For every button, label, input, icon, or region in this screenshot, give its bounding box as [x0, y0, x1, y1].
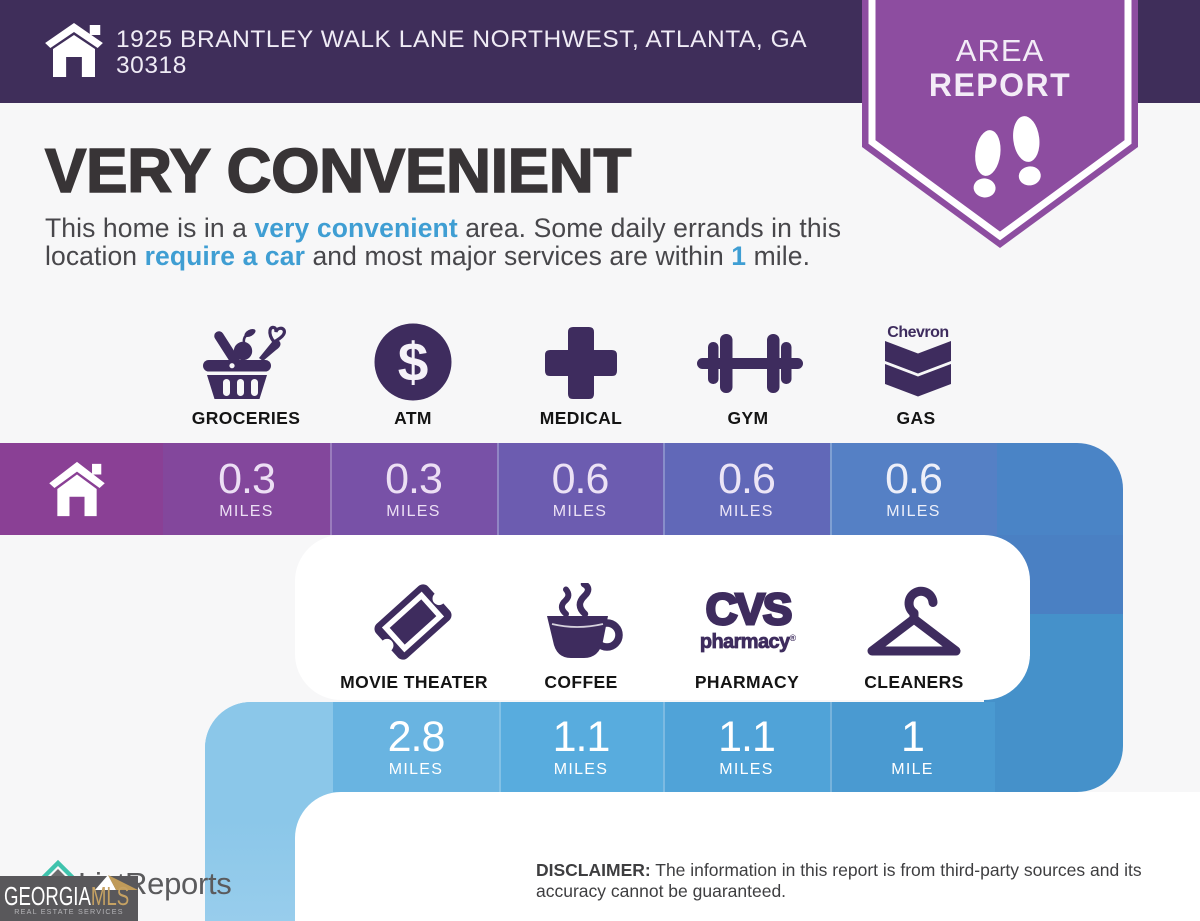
svg-text:$: $ [398, 331, 429, 393]
svg-text:REPORT: REPORT [929, 67, 1071, 103]
svg-text:Chevron: Chevron [887, 324, 948, 341]
svg-text:AREA: AREA [956, 33, 1044, 68]
